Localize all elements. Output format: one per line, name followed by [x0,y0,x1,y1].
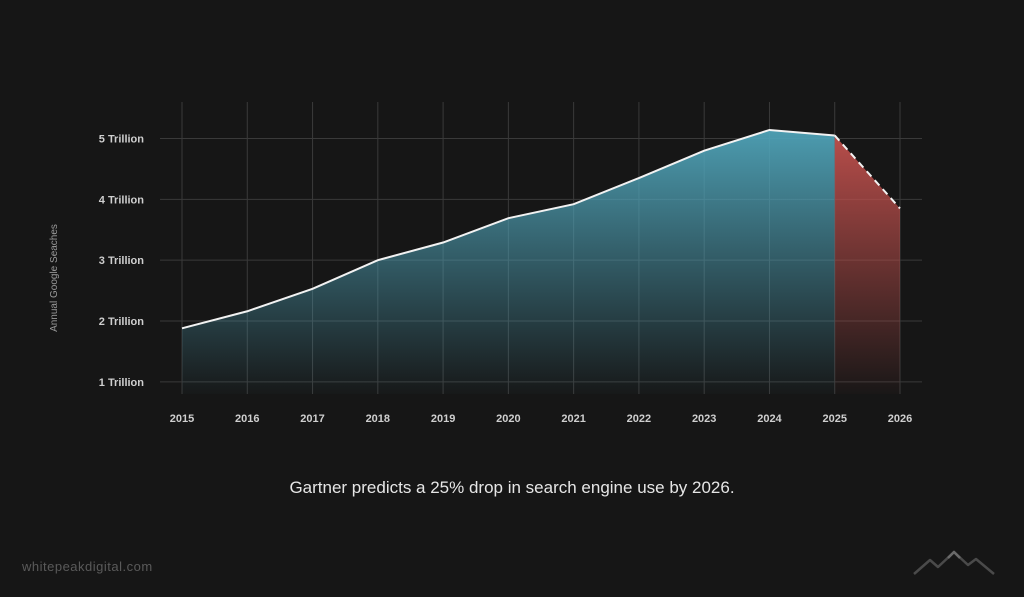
x-tick-label: 2017 [300,413,324,425]
x-tick-labels: 2015 2016 2017 2018 2019 2020 2021 2022 2023 2024… [170,413,912,425]
x-tick-label: 2020 [496,413,520,425]
forecast-area [834,135,900,395]
y-tick-labels: 1 Trillion 2 Trillion 3 Trillion 4 Trillion… [99,134,145,389]
y-tick-label: 2 Trillion [99,316,145,328]
x-tick-label: 2023 [692,413,716,425]
x-tick-label: 2021 [561,413,585,425]
y-tick-label: 4 Trillion [99,194,145,206]
area-chart: 1 Trillion 2 Trillion 3 Trillion 4 Trillion… [49,102,922,425]
y-tick-label: 3 Trillion [99,255,145,267]
x-tick-label: 2019 [431,413,455,425]
x-tick-label: 2022 [627,413,651,425]
x-tick-label: 2026 [888,413,912,425]
x-tick-label: 2025 [822,413,846,425]
x-tick-label: 2018 [366,413,390,425]
x-tick-label: 2016 [235,413,259,425]
x-tick-label: 2024 [757,413,782,425]
y-tick-label: 5 Trillion [99,134,145,146]
forecast-line [833,134,901,210]
brand-text: whitepeakdigital.com [22,559,153,574]
y-axis-label: Annual Google Seaches [49,224,60,332]
chart-caption: Gartner predicts a 25% drop in search en… [289,478,735,497]
actual-line [181,128,835,330]
actual-area [182,129,835,394]
mountain-peaks-icon [913,550,995,575]
y-tick-label: 1 Trillion [99,377,145,389]
x-tick-label: 2015 [170,413,194,425]
